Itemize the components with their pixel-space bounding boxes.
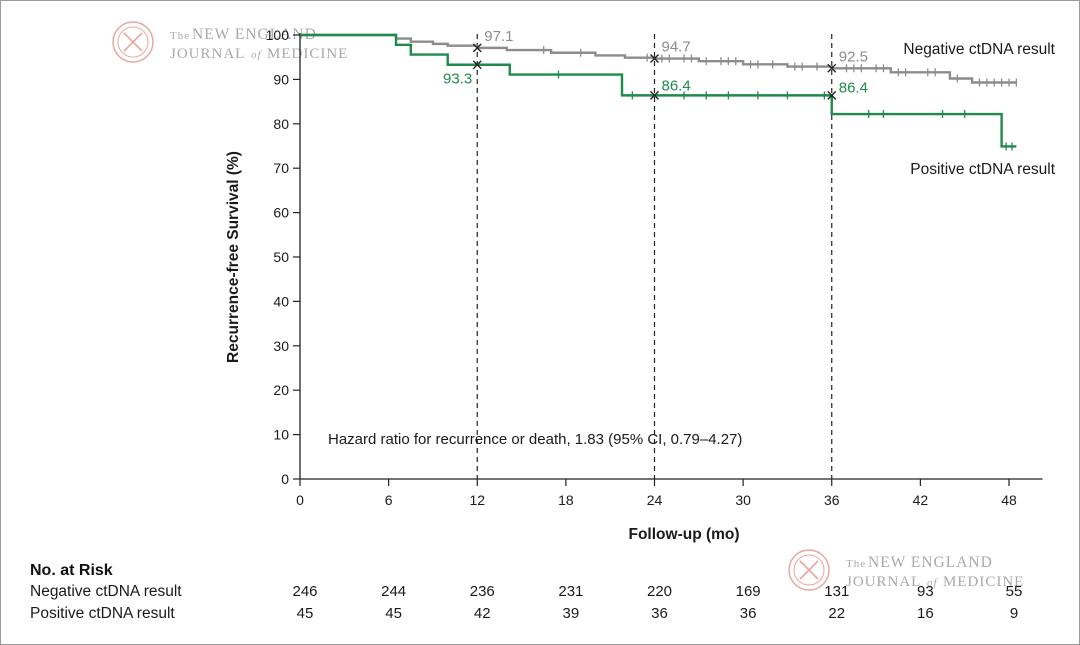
series-label-positive: Positive ctDNA result: [910, 161, 1055, 178]
x-tick-label: 18: [558, 492, 574, 508]
estimate-label: 97.1: [484, 28, 513, 45]
x-tick-label: 24: [647, 492, 663, 508]
risk-count: 36: [740, 605, 757, 622]
risk-count: 55: [1006, 583, 1023, 600]
risk-count: 9: [1010, 605, 1018, 622]
risk-count: 231: [558, 583, 583, 600]
watermark-journal: JOURNAL: [170, 46, 245, 62]
x-tick-label: 0: [296, 492, 304, 508]
risk-row-negative-label: Negative ctDNA result: [30, 583, 182, 600]
risk-count: 236: [470, 583, 495, 600]
watermark-medicine: MEDICINE: [267, 46, 348, 62]
estimate-x-marker: [650, 90, 659, 100]
risk-count: 16: [917, 605, 934, 622]
estimate-label: 92.5: [839, 48, 868, 65]
y-tick-label: 40: [273, 293, 289, 309]
watermark-medicine: MEDICINE: [943, 574, 1024, 590]
risk-count: 93: [917, 583, 934, 600]
x-tick-label: 6: [385, 492, 393, 508]
y-tick-label: 10: [273, 427, 289, 443]
risk-count: 244: [381, 583, 406, 600]
watermark-the: The: [170, 30, 190, 42]
y-tick-label: 60: [273, 205, 289, 221]
estimate-x-marker: [827, 90, 837, 100]
risk-count: 131: [824, 583, 849, 600]
nejm-watermark-bottom: The NEW ENGLAND JOURNAL of MEDICINE: [788, 549, 1024, 591]
risk-table-title: No. at Risk: [30, 562, 113, 579]
risk-count: 220: [647, 583, 672, 600]
y-tick-label: 20: [273, 382, 289, 398]
y-tick-label: 100: [266, 27, 290, 43]
x-tick-label: 12: [469, 492, 485, 508]
risk-count: 246: [292, 583, 317, 600]
x-tick-label: 42: [913, 492, 929, 508]
estimate-label: 86.4: [662, 77, 691, 94]
risk-count: 42: [474, 605, 491, 622]
estimate-x-marker: [650, 54, 659, 64]
nejm-watermark-top: The NEW ENGLAND JOURNAL of MEDICINE: [112, 21, 348, 63]
negative-ctdna-curve: [300, 33, 1017, 84]
y-tick-label: 0: [281, 471, 289, 487]
seal-inner-ring: [117, 26, 149, 58]
risk-count: 169: [736, 583, 761, 600]
series-label-negative: Negative ctDNA result: [903, 41, 1055, 58]
risk-row-positive-label: Positive ctDNA result: [30, 605, 175, 622]
watermark-new-england: NEW ENGLAND: [192, 26, 317, 43]
y-tick-label: 50: [273, 249, 289, 265]
y-axis-title: Recurrence-free Survival (%): [225, 151, 242, 363]
estimate-label: 86.4: [839, 79, 868, 96]
seal-inner-ring: [793, 554, 825, 586]
estimate-x-marker: [472, 60, 482, 70]
seal-outer-ring: [112, 21, 154, 63]
y-tick-label: 30: [273, 338, 289, 354]
chart-labels: 97.1 94.7 92.5 93.3 86.4 86.4 Negative ctDNA r…: [328, 28, 1056, 448]
y-tick-label: 90: [273, 71, 289, 87]
risk-count: 45: [297, 605, 314, 622]
watermark-journal: JOURNAL: [846, 574, 921, 590]
estimate-x-marker: [472, 43, 482, 53]
hazard-ratio-text: Hazard ratio for recurrence or death, 1.…: [328, 431, 742, 448]
estimate-label: 94.7: [662, 39, 691, 56]
watermark-of: of: [251, 49, 263, 61]
estimate-label: 93.3: [443, 71, 472, 88]
risk-table: No. at Risk Negative ctDNA result 246 244 23…: [30, 562, 1022, 622]
y-tick-label: 80: [273, 116, 289, 132]
x-tick-label: 36: [824, 492, 840, 508]
risk-count: 22: [828, 605, 845, 622]
risk-count: 39: [563, 605, 580, 622]
seal-emblem-icon: [799, 560, 819, 580]
estimate-x-marker: [827, 63, 837, 73]
x-axis-title: Follow-up (mo): [629, 526, 740, 543]
chart-axes: 0 10 20 30 40 50 60 70 80 90 100 0 6 12 18 24 30 36 42 48 Fo…: [225, 27, 1043, 543]
watermark-of: of: [927, 577, 939, 589]
reference-lines: [476, 34, 833, 479]
watermark-new-england: NEW ENGLAND: [868, 554, 993, 571]
positive-ctdna-curve: [300, 33, 1017, 148]
watermark-the: The: [846, 558, 866, 570]
seal-emblem-icon: [123, 32, 143, 52]
x-tick-label: 48: [1001, 492, 1017, 508]
survival-curves: [300, 33, 1018, 151]
seal-outer-ring: [788, 549, 830, 591]
y-tick-label: 70: [273, 160, 289, 176]
risk-count: 45: [385, 605, 402, 622]
x-tick-label: 30: [735, 492, 751, 508]
risk-count: 36: [651, 605, 668, 622]
